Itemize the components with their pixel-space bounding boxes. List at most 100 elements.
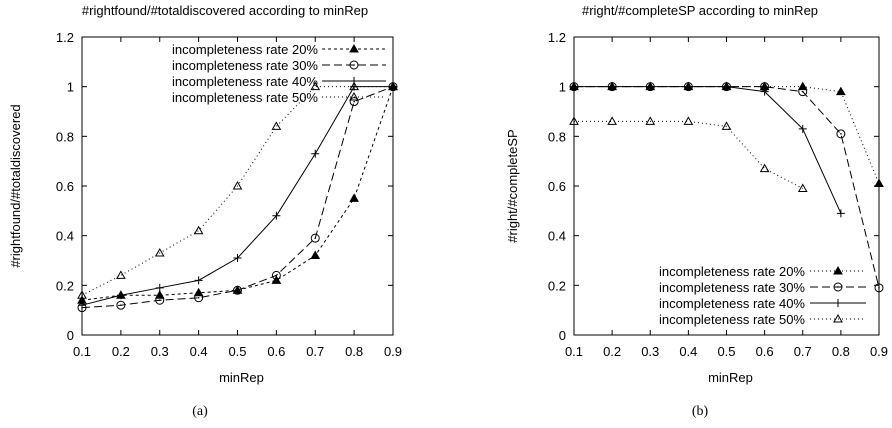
data-point [570, 82, 578, 91]
data-point [349, 193, 359, 202]
data-point [193, 225, 204, 235]
y-tick-label: 0 [67, 328, 74, 343]
legend-marker-dot [837, 286, 839, 288]
series-line [81, 86, 394, 309]
y-tick-label: 1 [559, 80, 566, 95]
y-tick-label: 0.8 [548, 129, 566, 144]
x-tick-label: 0.1 [73, 344, 91, 359]
data-point [154, 248, 165, 257]
data-point [116, 291, 125, 300]
legend-marker [833, 313, 843, 323]
data-point [836, 129, 846, 139]
data-point-dot [801, 90, 804, 93]
data-point [155, 295, 165, 305]
series-1 [77, 81, 398, 304]
legend-label: incompleteness rate 40% [659, 296, 805, 311]
series-line [574, 86, 880, 184]
y-tick-label: 0.4 [56, 229, 74, 244]
data-point [684, 82, 693, 91]
data-point [116, 300, 126, 310]
data-point [721, 121, 732, 130]
data-point [78, 301, 86, 310]
x-tick-label: 0.6 [267, 344, 285, 359]
legend-label: incompleteness rate 20% [659, 264, 805, 279]
x-tick-label: 0.9 [870, 344, 888, 359]
chart-title: #right/#completeSP according to minRep [582, 3, 818, 18]
data-point [388, 81, 398, 91]
data-point-dot [763, 85, 766, 88]
x-tick-label: 0.7 [794, 344, 812, 359]
data-point [116, 270, 126, 279]
chart-title: #rightfound/#totaldiscovered according t… [82, 3, 368, 18]
y-axis-label: #rightfound/#totaldiscovered [8, 104, 23, 267]
x-tick-label: 0.8 [832, 344, 850, 359]
data-point-dot [236, 289, 239, 292]
y-tick-label: 0.6 [56, 179, 74, 194]
data-point-dot [314, 237, 317, 239]
y-tick-label: 0.6 [548, 179, 566, 194]
data-point [77, 290, 87, 299]
series-4 [77, 81, 398, 299]
legend-marker-dot [353, 64, 355, 66]
legend-marker [833, 282, 843, 292]
data-point [272, 211, 281, 220]
x-tick-label: 0.6 [756, 344, 774, 359]
x-tick-label: 0.1 [565, 344, 583, 359]
data-point [836, 86, 846, 96]
data-point [608, 82, 617, 91]
x-tick-label: 0.2 [112, 344, 130, 359]
y-tick-label: 0.2 [548, 278, 566, 293]
x-tick-label: 0.8 [345, 344, 363, 359]
x-tick-label: 0.7 [306, 344, 324, 359]
data-point-dot [158, 299, 161, 302]
data-point [874, 283, 884, 293]
x-axis-label: minRep [219, 370, 264, 385]
data-point [271, 121, 282, 130]
series-4 [569, 116, 808, 192]
series-2 [569, 82, 884, 293]
data-point [233, 285, 242, 295]
data-point-dot [878, 287, 880, 289]
data-point [233, 254, 242, 263]
data-point [797, 183, 808, 192]
series-line [574, 120, 803, 189]
y-axis-label: #right/#completeSP [505, 129, 520, 242]
series-line [81, 86, 393, 296]
data-point-dot [275, 274, 278, 277]
x-tick-label: 0.4 [190, 344, 208, 359]
data-point [645, 116, 656, 125]
series-2 [77, 82, 398, 313]
legend-marker [833, 265, 843, 275]
subfigure-caption: (b) [692, 404, 709, 419]
data-point-dot [197, 296, 200, 299]
series-line [574, 86, 880, 288]
data-point [349, 97, 359, 107]
legend-marker [349, 91, 359, 101]
data-point [836, 209, 845, 218]
legend-marker [349, 60, 359, 70]
data-point-dot [353, 100, 355, 103]
data-point [759, 163, 770, 173]
data-point [760, 87, 769, 96]
y-tick-label: 1.2 [548, 30, 566, 45]
x-tick-label: 0.5 [228, 344, 246, 359]
series-1 [569, 81, 884, 188]
data-point [683, 116, 694, 125]
data-point [310, 250, 321, 260]
legend-label: incompleteness rate 30% [659, 280, 805, 295]
data-point [155, 283, 164, 292]
data-point [607, 116, 617, 125]
x-tick-label: 0.9 [384, 344, 402, 359]
data-point [232, 180, 243, 190]
y-tick-label: 1 [67, 80, 74, 95]
y-tick-label: 1.2 [56, 30, 74, 45]
data-point [646, 82, 655, 91]
data-point [194, 293, 204, 303]
data-point [194, 276, 203, 285]
subfigure-caption: (a) [192, 404, 208, 419]
data-point [349, 81, 359, 91]
data-point [798, 87, 808, 97]
x-tick-label: 0.2 [603, 344, 621, 359]
series-3 [78, 82, 397, 310]
